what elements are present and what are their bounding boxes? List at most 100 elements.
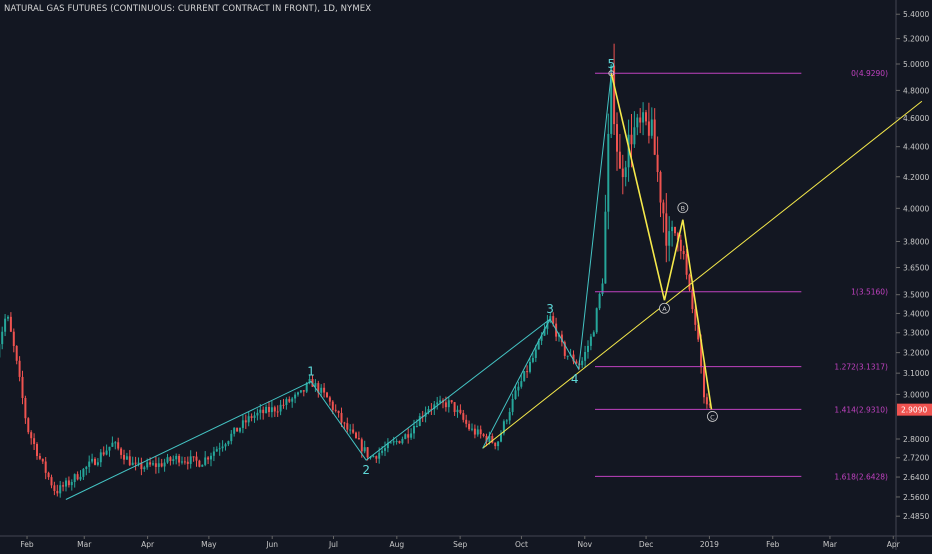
candle-body (42, 459, 44, 462)
candle-body (346, 423, 348, 429)
candle-body (584, 352, 586, 361)
fib-level-label: 1.414(2.9310) (834, 405, 888, 414)
candle-body (512, 399, 514, 412)
candle-body (68, 480, 70, 485)
candle-body (236, 428, 238, 432)
price-tick-label: 3.3000 (903, 329, 929, 338)
candle-body (619, 152, 621, 169)
candle-body (74, 474, 76, 482)
candle-body (514, 390, 516, 399)
candle-body (233, 428, 235, 434)
time-tick-label: 2019 (700, 540, 719, 549)
candle-body (680, 240, 682, 251)
candle-body (445, 402, 447, 407)
candle-body (143, 467, 145, 469)
candle-body (271, 407, 273, 412)
candle-body (126, 456, 128, 459)
price-tick-label: 4.6000 (903, 114, 929, 123)
candle-body (659, 172, 661, 203)
time-tick-label: Mar (823, 540, 838, 549)
candle-body (630, 135, 632, 145)
candle-body (100, 452, 102, 462)
candle-body (462, 413, 464, 420)
candle-body (381, 451, 383, 453)
wave-label-A: A (662, 305, 667, 313)
candle-body (259, 410, 261, 413)
candle-body (227, 441, 229, 444)
candle-body (193, 456, 195, 457)
time-tick-label: May (201, 540, 217, 549)
candle-body (662, 203, 664, 214)
candle-body (668, 231, 670, 246)
candle-body (111, 443, 113, 447)
candle-body (375, 456, 377, 459)
candle-body (50, 477, 52, 485)
candle-body (294, 395, 296, 399)
candle-body (282, 405, 284, 406)
candle-body (149, 462, 151, 464)
candle-body (523, 371, 525, 381)
candle-body (448, 400, 450, 407)
candle-body (27, 418, 29, 432)
candle-body (651, 120, 653, 136)
candle-body (601, 284, 603, 294)
candle-body (674, 227, 676, 233)
price-tick-label: 3.6500 (903, 264, 929, 273)
candle-body (129, 456, 131, 465)
candle-body (599, 294, 601, 308)
candle-body (155, 463, 157, 467)
candle-body (274, 407, 276, 411)
candle-body (175, 456, 177, 459)
candle-body (219, 448, 221, 449)
price-tick-label: 3.5000 (903, 291, 929, 300)
candle-body (352, 430, 354, 433)
candle-body (132, 463, 134, 466)
candle-body (683, 251, 685, 254)
candle-body (30, 432, 32, 438)
price-tick-label: 3.4000 (903, 309, 929, 318)
candle-body (166, 457, 168, 462)
candle-body (207, 457, 209, 459)
correction-wave-line (611, 73, 711, 409)
price-tick-label: 2.6400 (903, 473, 929, 482)
time-tick-label: Mar (77, 540, 92, 549)
candle-body (604, 212, 606, 284)
candle-body (645, 112, 647, 121)
fib-level-label: 0(4.9290) (851, 69, 888, 78)
wave-label-5: 5 (608, 57, 616, 71)
candle-body (607, 134, 609, 212)
candle-body (384, 448, 386, 451)
candle-body (303, 390, 305, 391)
candle-body (77, 474, 79, 479)
candle-body (198, 461, 200, 467)
candle-body (16, 346, 18, 361)
candle-body (268, 407, 270, 412)
candle-body (642, 112, 644, 122)
candle-body (506, 420, 508, 421)
candle-body (625, 167, 627, 177)
candle-body (410, 433, 412, 437)
time-tick-label: Feb (766, 540, 780, 549)
candle-body (88, 462, 90, 467)
candle-body (7, 317, 9, 319)
candle-body (161, 463, 163, 466)
candle-body (59, 485, 61, 493)
price-tick-label: 5.2000 (903, 35, 929, 44)
price-tick-label: 4.8000 (903, 86, 929, 95)
candle-body (407, 434, 409, 437)
fib-level-label: 1.272(3.1317) (834, 363, 888, 372)
candle-body (349, 430, 351, 431)
candle-body (480, 429, 482, 434)
candle-body (4, 319, 6, 332)
candle-body (520, 381, 522, 387)
candle-body (114, 442, 116, 443)
candle-body (657, 155, 659, 172)
price-tick-label: 5.4000 (903, 10, 929, 19)
candle-body (378, 453, 380, 459)
candle-body (300, 390, 302, 392)
price-tick-label: 2.5600 (903, 493, 929, 502)
candle-body (517, 387, 519, 391)
candle-body (355, 433, 357, 438)
